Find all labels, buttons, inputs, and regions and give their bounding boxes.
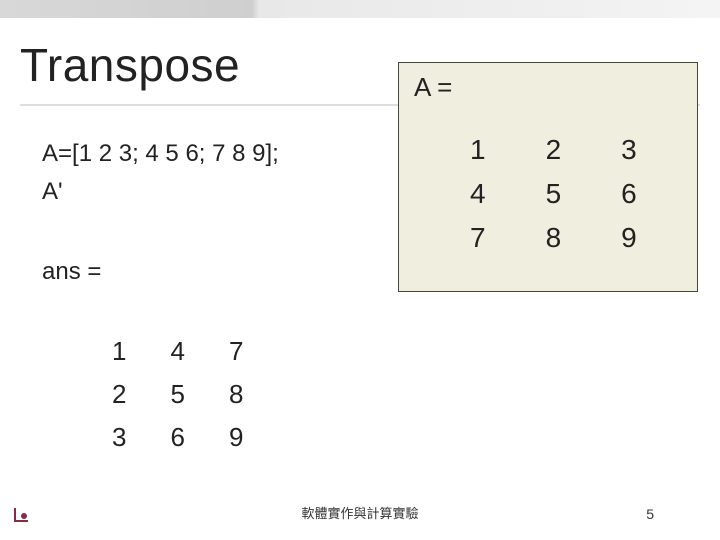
- cell: 9: [207, 416, 265, 459]
- table-row: 3 6 9: [90, 416, 265, 459]
- cell: 1: [90, 330, 148, 373]
- ans-label: ans =: [42, 258, 101, 286]
- cell: 3: [591, 128, 667, 172]
- code-line-2: A': [42, 173, 279, 211]
- cell: 8: [516, 216, 592, 260]
- cell: 4: [440, 172, 516, 216]
- cell: 3: [90, 416, 148, 459]
- cell: 2: [90, 373, 148, 416]
- cell: 6: [591, 172, 667, 216]
- table-row: 1 4 7: [90, 330, 265, 373]
- cell: 7: [440, 216, 516, 260]
- cell: 6: [148, 416, 206, 459]
- cell: 7: [207, 330, 265, 373]
- footer-text: 軟體實作與計算實驗: [0, 503, 720, 522]
- ans-matrix: 1 4 7 2 5 8 3 6 9: [90, 330, 265, 459]
- cell: 1: [440, 128, 516, 172]
- matrix-A-label: A =: [414, 72, 452, 103]
- code-line-1: A=[1 2 3; 4 5 6; 7 8 9];: [42, 135, 279, 173]
- table-row: 7 8 9: [440, 216, 667, 260]
- cell: 5: [516, 172, 592, 216]
- table-row: 1 2 3: [440, 128, 667, 172]
- cell: 8: [207, 373, 265, 416]
- corner-ornament-icon: [14, 508, 32, 526]
- matrix-A: 1 2 3 4 5 6 7 8 9: [440, 128, 667, 260]
- table-row: 2 5 8: [90, 373, 265, 416]
- page-number: 5: [646, 506, 654, 522]
- cell: 4: [148, 330, 206, 373]
- slide-title: Transpose: [20, 38, 240, 92]
- code-block: A=[1 2 3; 4 5 6; 7 8 9]; A': [42, 135, 279, 212]
- tab-strip: [0, 0, 720, 18]
- cell: 2: [516, 128, 592, 172]
- table-row: 4 5 6: [440, 172, 667, 216]
- cell: 5: [148, 373, 206, 416]
- cell: 9: [591, 216, 667, 260]
